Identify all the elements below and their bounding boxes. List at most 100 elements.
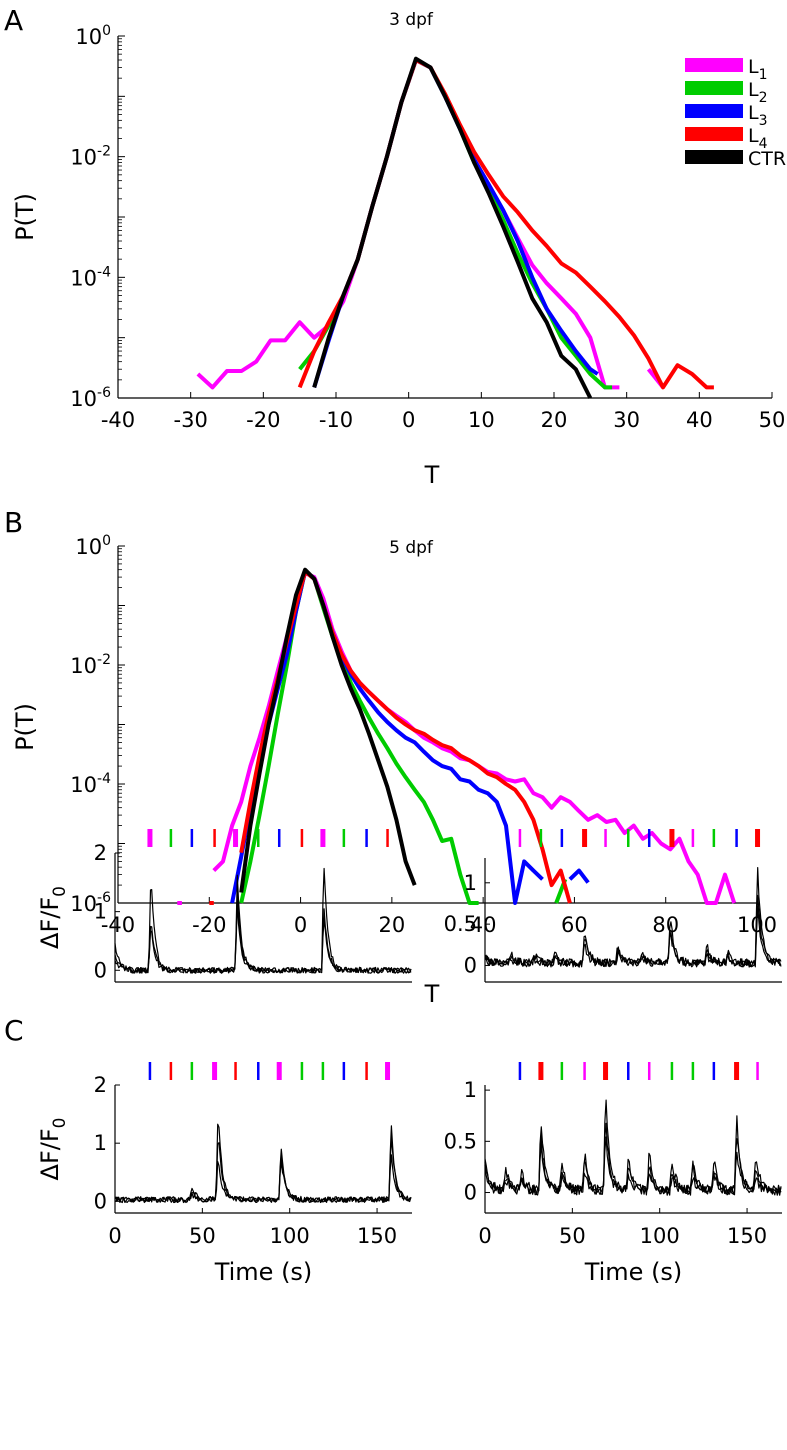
- x-tick-label: 30: [613, 408, 640, 432]
- x-tick-label: -20: [246, 408, 280, 432]
- series-line-l3: [568, 868, 590, 884]
- stimulus-marker: [756, 1062, 759, 1080]
- stimulus-marker: [365, 1062, 368, 1080]
- x-tick-label: 150: [357, 1224, 397, 1248]
- y-tick-label: 1: [464, 871, 477, 895]
- legend-swatch-l2: [685, 81, 743, 95]
- panel-b-xlabel: T: [424, 980, 440, 1008]
- y-tick-label: 10-6: [70, 890, 111, 916]
- y-tick-label: 10-4: [70, 771, 111, 797]
- series-line-l1: [196, 58, 620, 390]
- stimulus-marker: [147, 829, 153, 847]
- stimulus-marker: [603, 1062, 609, 1080]
- stimulus-marker: [169, 829, 173, 847]
- stimulus-marker: [691, 1062, 695, 1080]
- stimulus-marker: [342, 829, 346, 847]
- panel-c-ylabel: ΔF/F0: [36, 1118, 70, 1181]
- legend-label-l4: L4: [748, 125, 768, 152]
- panel-letter-c: C: [4, 1014, 24, 1047]
- stimulus-marker: [670, 1062, 674, 1080]
- stimulus-marker: [190, 1062, 194, 1080]
- panel-letter-b: B: [4, 506, 23, 539]
- series-line-l4: [239, 569, 572, 904]
- fluorescence-trace: [114, 1137, 412, 1204]
- fluorescence-trace: [484, 905, 782, 968]
- x-tick-label: 0: [402, 408, 415, 432]
- legend-swatch-l4: [685, 127, 743, 141]
- y-tick-label: 1: [94, 900, 107, 924]
- x-tick-label: 0: [108, 1224, 121, 1248]
- stimulus-marker: [257, 1062, 260, 1080]
- trace-subplot-top-right: 00.51: [444, 829, 782, 983]
- stimulus-marker: [755, 829, 761, 847]
- stimulus-marker: [320, 829, 326, 847]
- y-tick-label: 0: [464, 953, 477, 977]
- stimulus-marker: [257, 829, 260, 847]
- panel-a-ylabel: P(T): [11, 193, 39, 241]
- fluorescence-trace: [114, 867, 412, 974]
- stimulus-marker: [213, 829, 216, 847]
- stimulus-marker: [647, 1062, 651, 1080]
- legend-label-ctr: CTR: [748, 148, 786, 170]
- stimulus-marker: [234, 1062, 237, 1080]
- stimulus-marker: [300, 1062, 304, 1080]
- trace-subplot-bottom-right: 0 0.5 1 0 50 100 150 Time (s): [444, 1062, 782, 1286]
- x-tick-label: 100: [640, 1224, 680, 1248]
- fluorescence-trace: [114, 1123, 412, 1204]
- fluorescence-trace: [484, 1099, 782, 1196]
- y-tick-label: 1: [464, 1078, 477, 1102]
- x-tick-label: 50: [559, 1224, 586, 1248]
- legend-label-l3: L3: [748, 102, 768, 129]
- stimulus-marker: [604, 829, 607, 847]
- panel-c-xlabel: Time (s): [584, 1258, 683, 1286]
- x-tick-label: 150: [727, 1224, 767, 1248]
- stimulus-marker: [169, 1062, 173, 1080]
- y-tick-label: 2: [94, 1073, 107, 1097]
- x-tick-label: 40: [686, 408, 713, 432]
- series-line-l2: [239, 569, 479, 905]
- fluorescence-trace: [114, 902, 412, 974]
- y-tick-label: 0: [94, 958, 107, 982]
- stimulus-marker: [735, 829, 738, 847]
- trace-subplot-top-left: 0 1 2 ΔF/F0: [36, 829, 412, 983]
- stimulus-marker: [712, 829, 716, 847]
- x-tick-label: 0: [478, 1224, 491, 1248]
- stimulus-marker: [386, 829, 389, 847]
- x-tick-label: 40: [470, 913, 497, 937]
- x-tick-label: -40: [101, 408, 135, 432]
- panel-c-xlabel: Time (s): [214, 1258, 313, 1286]
- panel-b-ylabel: P(T): [11, 703, 39, 751]
- trace-subplot-bottom-left: 0 1 2 0 50 100 150 Time (s) ΔF/F0: [36, 1062, 412, 1286]
- series-line-l3: [230, 569, 544, 905]
- legend-label-l2: L2: [748, 79, 768, 106]
- legend-label-l1: L1: [748, 56, 768, 83]
- stimulus-marker: [712, 1062, 716, 1080]
- stimulus-marker: [518, 1062, 522, 1080]
- y-tick-label: 10-2: [70, 144, 111, 170]
- stimulus-marker: [321, 1062, 325, 1080]
- y-tick-label: 10-2: [70, 652, 111, 678]
- stimulus-marker: [148, 1062, 152, 1080]
- y-tick-label: 100: [75, 23, 111, 49]
- y-tick-label: 100: [75, 533, 111, 559]
- legend-swatch-l3: [685, 104, 743, 118]
- x-tick-label: 50: [759, 408, 786, 432]
- stimulus-marker: [691, 829, 695, 847]
- stimulus-marker: [518, 829, 522, 847]
- stimulus-marker: [560, 1062, 564, 1080]
- panel-a-title: 3 dpf: [389, 10, 434, 30]
- y-tick-label: 0: [464, 1181, 477, 1205]
- panel-a-plot: -40 -30 -20 -10 0 10 20 30 40 50 100 10-2 10-4 10-6: [70, 23, 785, 432]
- fluorescence-trace: [484, 1122, 782, 1196]
- stimulus-marker: [627, 829, 630, 847]
- x-tick-label: 20: [378, 913, 405, 937]
- x-tick-label: 0: [294, 913, 307, 937]
- y-tick-label: 0.5: [444, 912, 477, 936]
- legend-swatch-ctr: [685, 150, 743, 164]
- panel-c-ylabel: ΔF/F0: [36, 886, 70, 949]
- x-tick-label: 80: [652, 913, 679, 937]
- stimulus-marker: [385, 1062, 391, 1080]
